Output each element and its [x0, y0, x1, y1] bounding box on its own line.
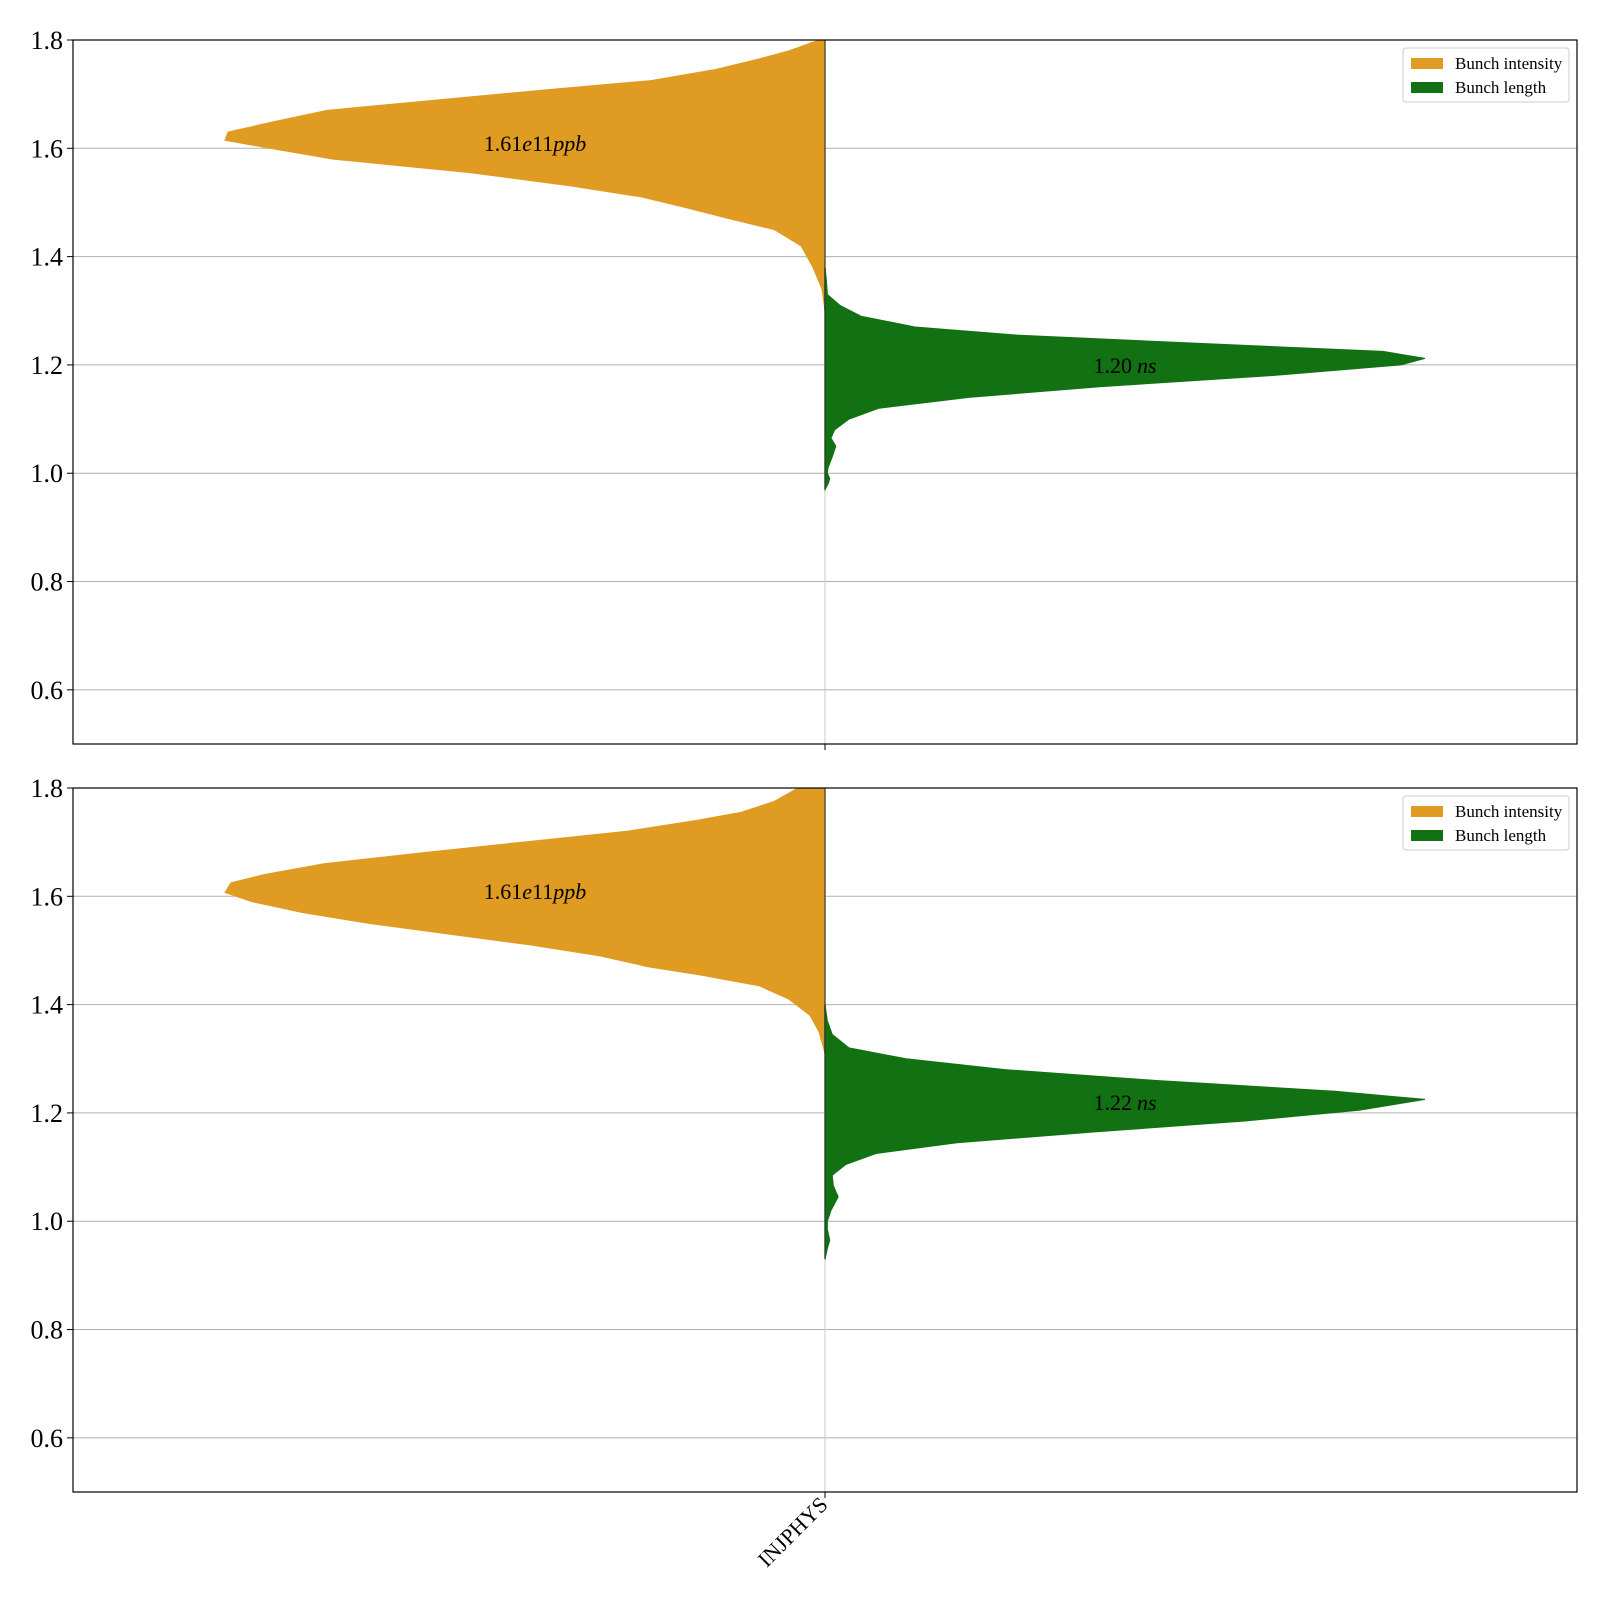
violin-annotation: 1.20 ns	[1093, 353, 1156, 378]
legend-swatch	[1411, 82, 1443, 93]
y-tick-label: 1.6	[31, 134, 64, 163]
chart-panel-1: 0.6 0.8 1.0 1.2 1.4 1.6 1.8 1.61e11ppb 1.20 ns Bun…	[31, 26, 1578, 750]
violin-annotation: 1.22 ns	[1093, 1090, 1156, 1115]
y-tick-label: 1.4	[31, 243, 64, 272]
y-tick-label: 0.8	[31, 1316, 64, 1345]
y-tick-label: 1.8	[31, 26, 64, 55]
legend-label: Bunch intensity	[1455, 54, 1563, 73]
y-tick-label: 1.6	[31, 882, 64, 911]
y-tick-label: 0.8	[31, 568, 64, 597]
x-category-label: INJPHYS	[753, 1492, 833, 1572]
legend-swatch	[1411, 830, 1443, 841]
violin-annotation: 1.61e11ppb	[484, 879, 586, 904]
legend: Bunch intensity Bunch length	[1402, 47, 1570, 103]
violin-bunch-intensity-2	[224, 788, 826, 1054]
violin-bunch-length-2	[824, 1004, 1426, 1260]
violin-bunch-intensity-1	[224, 40, 826, 311]
legend-label: Bunch intensity	[1455, 802, 1563, 821]
y-tick-label: 1.4	[31, 991, 64, 1020]
legend-box	[1402, 795, 1570, 851]
legend-swatch	[1411, 806, 1443, 817]
y-tick-label: 0.6	[31, 1424, 64, 1453]
y-tick-label: 1.2	[31, 1099, 64, 1128]
legend-box	[1402, 47, 1570, 103]
legend-label: Bunch length	[1455, 826, 1547, 845]
legend: Bunch intensity Bunch length	[1402, 795, 1570, 851]
y-tick-label: 1.2	[31, 351, 64, 380]
legend-swatch	[1411, 58, 1443, 69]
violin-bunch-length-1	[824, 267, 1426, 492]
chart-panel-2: 0.6 0.8 1.0 1.2 1.4 1.6 1.8 1.61e11ppb 1.22 ns INJ…	[31, 774, 1578, 1572]
y-tick-label: 1.0	[31, 1207, 64, 1236]
y-tick-label: 1.8	[31, 774, 64, 803]
violin-annotation: 1.61e11ppb	[484, 131, 586, 156]
y-tick-label: 1.0	[31, 459, 64, 488]
legend-label: Bunch length	[1455, 78, 1547, 97]
y-tick-label: 0.6	[31, 676, 64, 705]
